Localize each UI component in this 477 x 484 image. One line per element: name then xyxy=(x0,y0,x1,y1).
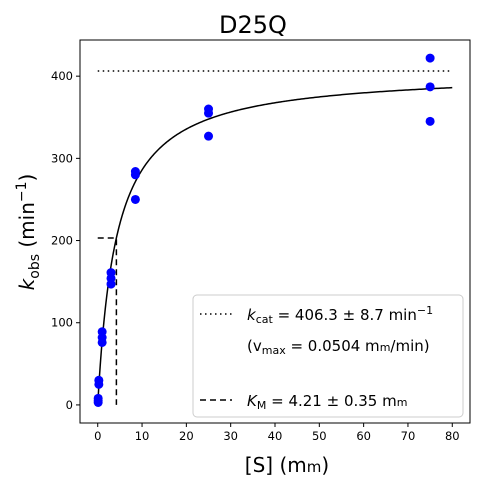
y-axis-label-sup: −1 xyxy=(14,181,30,202)
x-tick-label: 20 xyxy=(179,429,194,443)
legend-kcat-label: kcat = 406.3 ± 8.7 min−1 xyxy=(247,304,433,326)
x-tick-label: 80 xyxy=(445,429,460,443)
x-axis-label-unit: m xyxy=(307,458,322,476)
legend-kcat-k: k xyxy=(247,306,257,324)
legend-km-unit: m xyxy=(397,396,408,409)
x-axis-label-close: ) xyxy=(321,453,329,477)
data-point xyxy=(94,375,104,385)
y-tick-label: 100 xyxy=(51,316,73,330)
data-points xyxy=(93,53,435,407)
x-axis-label-main: [S] (m xyxy=(245,453,307,477)
legend-kcat-sub: cat xyxy=(256,313,274,326)
chart-title: D25Q xyxy=(219,11,287,39)
data-point xyxy=(130,194,140,204)
data-point xyxy=(425,53,435,63)
fit-curve xyxy=(96,86,453,405)
legend-kcat-rest: = 406.3 ± 8.7 min xyxy=(273,306,417,324)
x-tick-label: 40 xyxy=(268,429,283,443)
y-axis-ticks: 0 100 200 300 400 xyxy=(51,69,80,412)
data-point xyxy=(204,104,214,114)
x-tick-label: 70 xyxy=(401,429,416,443)
y-axis-label-sub: obs xyxy=(27,254,43,279)
data-point xyxy=(425,82,435,92)
data-point xyxy=(97,327,107,337)
x-tick-label: 60 xyxy=(356,429,371,443)
x-tick-label: 50 xyxy=(312,429,327,443)
x-axis-label: [S] (mm) xyxy=(245,453,329,477)
legend-vmax-sub: max xyxy=(262,344,286,357)
legend-km-label: KM = 4.21 ± 0.35 mm xyxy=(247,392,407,412)
legend: kcat = 406.3 ± 8.7 min−1 (vmax = 0.0504 … xyxy=(192,294,464,418)
y-tick-label: 300 xyxy=(51,151,73,165)
y-tick-label: 200 xyxy=(51,234,73,248)
y-axis-label-close: ) xyxy=(15,174,39,182)
data-point xyxy=(106,268,116,278)
x-tick-label: 10 xyxy=(135,429,150,443)
legend-box xyxy=(192,294,464,418)
y-axis-label: kobs (min−1) xyxy=(14,174,43,291)
legend-km-sub: M xyxy=(257,399,267,412)
y-tick-label: 400 xyxy=(51,69,73,83)
data-point xyxy=(204,131,214,141)
legend-vmax-tail: /min) xyxy=(390,337,429,355)
legend-vmax-open: (v xyxy=(247,337,262,355)
legend-vmax-unit: m xyxy=(380,341,391,354)
data-point xyxy=(130,167,140,177)
data-point xyxy=(93,393,103,403)
legend-km-rest: = 4.21 ± 0.35 m xyxy=(266,392,396,410)
x-tick-label: 30 xyxy=(223,429,238,443)
legend-vmax-rest: = 0.0504 m xyxy=(286,337,380,355)
y-axis-label-k: k xyxy=(15,277,39,290)
x-tick-label: 0 xyxy=(94,429,101,443)
legend-kcat-sup: −1 xyxy=(417,304,433,317)
y-tick-label: 0 xyxy=(66,398,73,412)
x-axis-ticks: 0 10 20 30 40 50 60 70 80 xyxy=(94,423,460,443)
legend-vmax-label: (vmax = 0.0504 mm/min) xyxy=(247,337,430,357)
y-axis-label-mid: (min xyxy=(15,202,39,254)
data-point xyxy=(425,116,435,126)
legend-km-k: K xyxy=(247,392,258,410)
